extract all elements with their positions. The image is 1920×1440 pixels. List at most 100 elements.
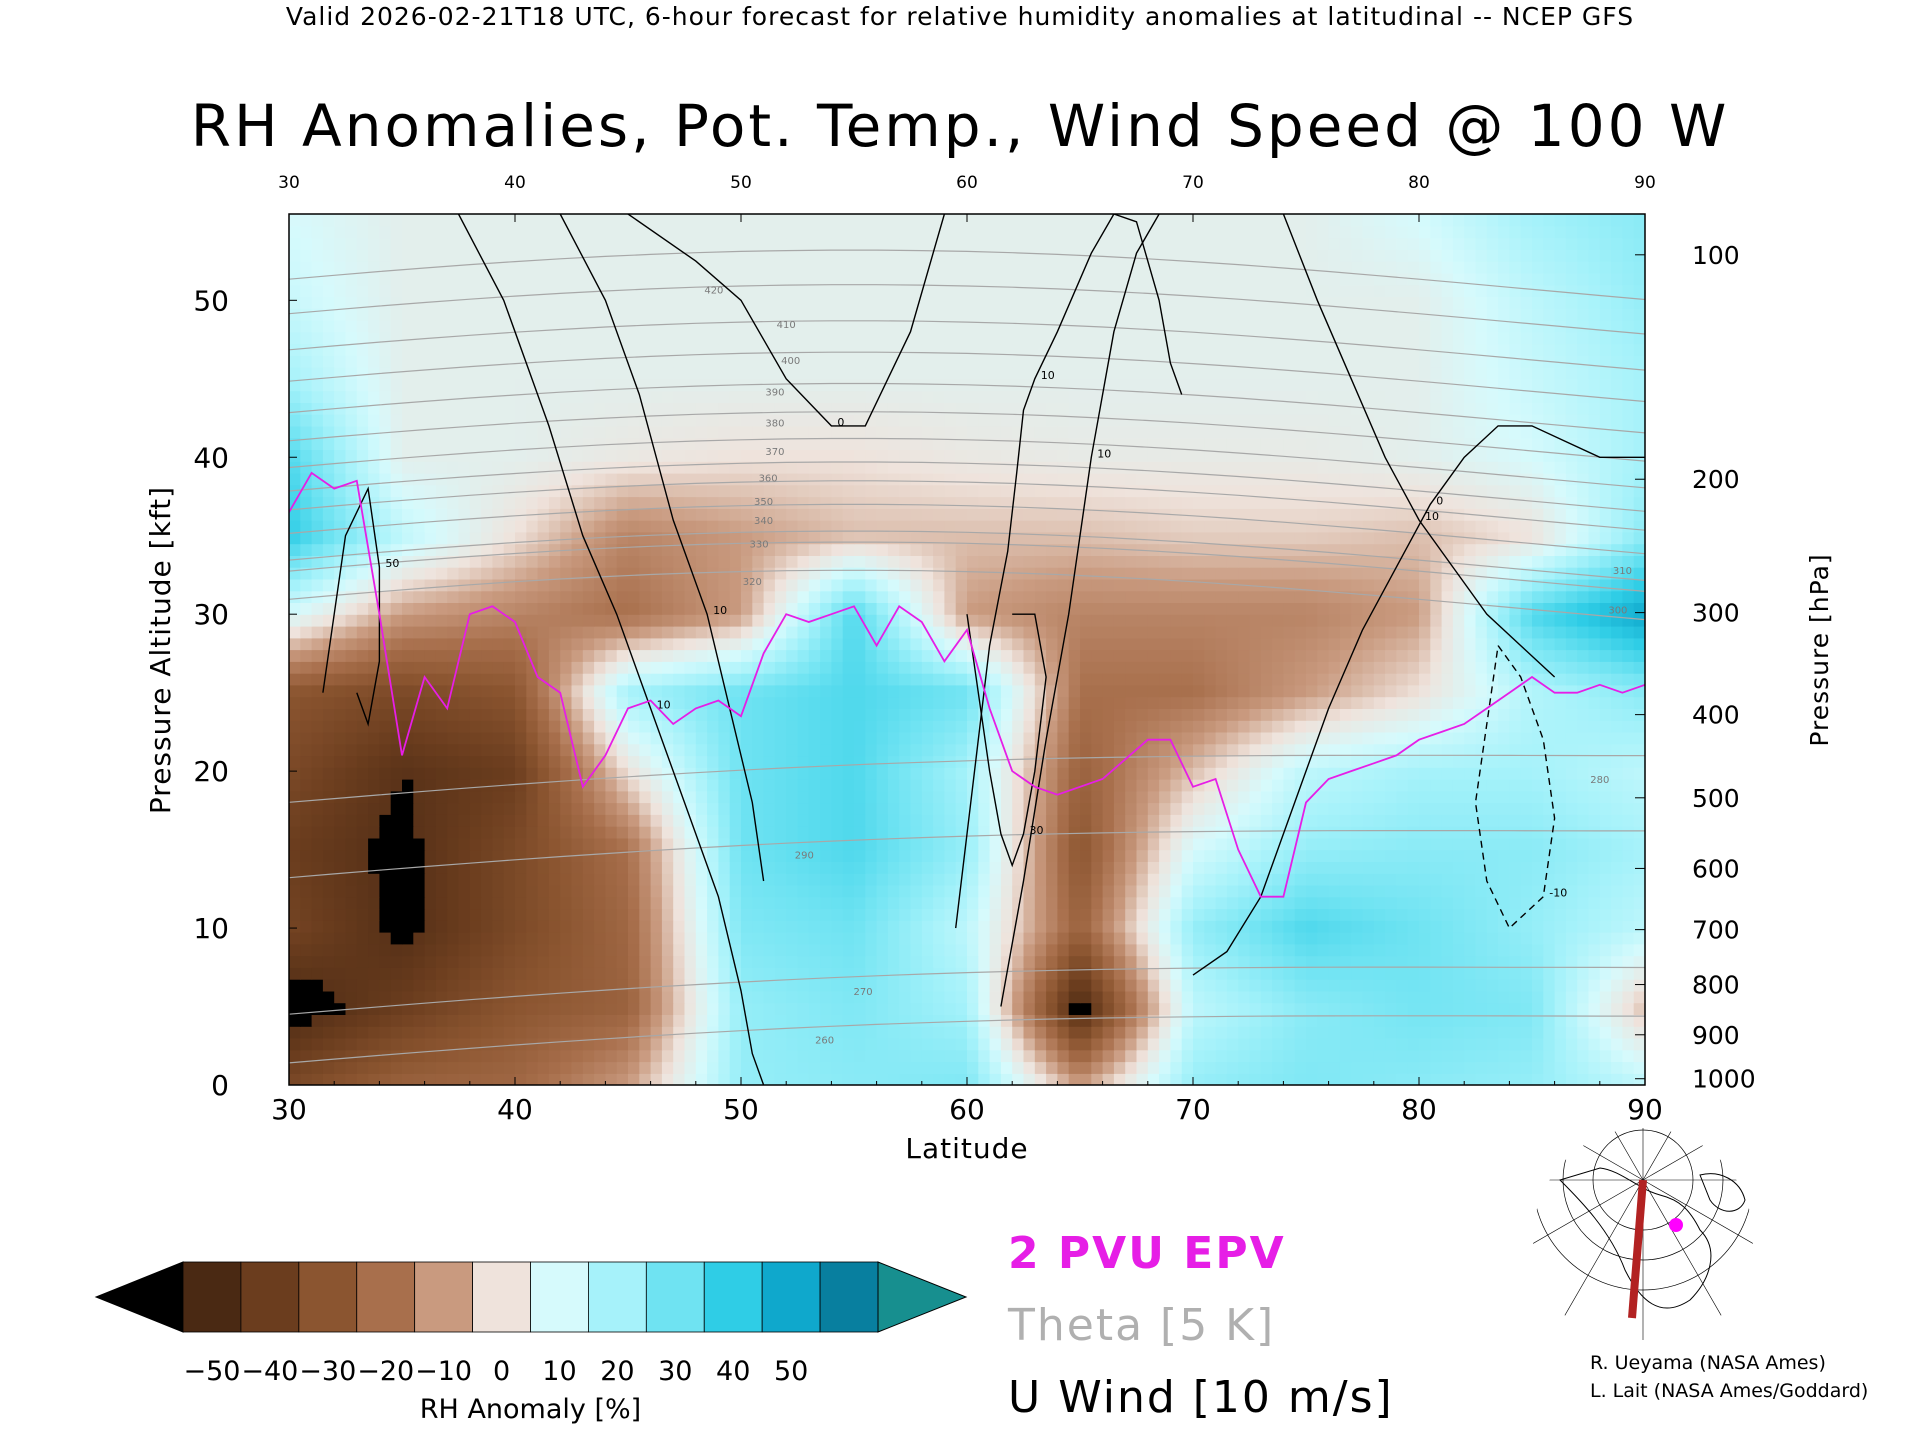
rh-cell — [1080, 614, 1092, 627]
rh-cell — [1057, 837, 1070, 851]
rh-cell — [1193, 626, 1205, 639]
rh-cell — [955, 884, 968, 898]
rh-cell — [899, 873, 912, 886]
rh-cell — [537, 684, 550, 698]
rh-cell — [1091, 1061, 1104, 1074]
rh-cell — [1012, 1049, 1025, 1063]
rh-cell — [1080, 826, 1092, 839]
rh-cell — [1136, 873, 1149, 886]
rh-cell — [1430, 967, 1443, 980]
rh-cell — [684, 837, 697, 851]
rh-cell — [650, 814, 663, 827]
rh-cell — [447, 779, 460, 792]
rh-cell — [639, 614, 652, 627]
rh-cell — [413, 990, 426, 1004]
rh-cell — [774, 1061, 787, 1074]
rh-cell — [515, 614, 527, 627]
rh-cell — [1057, 826, 1070, 839]
rh-cell — [1464, 837, 1477, 851]
rh-cell — [786, 943, 799, 957]
rh-cell — [582, 720, 595, 733]
rh-cell — [786, 661, 799, 674]
rh-cell — [1317, 849, 1330, 862]
rh-cell — [1328, 908, 1341, 921]
rh-cell — [944, 767, 957, 780]
rh-cell — [1599, 708, 1612, 721]
rh-cell — [1080, 896, 1092, 910]
rh-cell — [1554, 755, 1567, 768]
rh-cell — [876, 661, 889, 674]
rh-cell — [300, 626, 313, 639]
rh-cell — [1532, 602, 1544, 615]
rh-cell — [808, 884, 821, 898]
rh-cell — [661, 1061, 674, 1074]
rh-cell — [390, 661, 403, 674]
rh-cell — [1057, 802, 1070, 815]
rh-cell — [537, 755, 550, 768]
rh-cell — [424, 790, 437, 804]
rh-cell — [1554, 649, 1567, 662]
rh-cell — [808, 1014, 821, 1027]
header-line: Valid 2026-02-21T18 UTC, 6-hour forecast… — [285, 2, 1635, 31]
rh-cell — [1057, 955, 1070, 968]
rh-cell — [368, 979, 380, 992]
rh-cell — [1000, 790, 1013, 804]
rh-cell — [300, 990, 313, 1004]
rh-cell — [1091, 637, 1104, 651]
rh-cell — [831, 1026, 844, 1039]
rh-cell — [684, 626, 697, 639]
rh-cell — [1204, 861, 1217, 874]
rh-cell — [1498, 720, 1510, 733]
rh-cell — [1272, 673, 1284, 686]
rh-cell — [831, 884, 844, 898]
rh-cell — [345, 920, 358, 933]
rh-cell — [616, 943, 629, 957]
rh-cell — [1023, 814, 1036, 827]
rh-cell — [469, 614, 482, 627]
rh-cell — [594, 743, 606, 757]
rh-cell — [1057, 1037, 1070, 1051]
rh-cell — [752, 1037, 765, 1051]
rh-cell — [899, 1049, 912, 1063]
rh-cell — [289, 708, 301, 721]
rh-cell — [1577, 1049, 1590, 1063]
rh-cell — [1226, 626, 1239, 639]
rh-cell — [300, 920, 313, 933]
rh-cell — [1080, 802, 1092, 815]
rh-cell — [978, 661, 991, 674]
rh-cell — [1622, 1014, 1635, 1027]
rh-cell — [820, 814, 832, 827]
rh-cell — [695, 720, 708, 733]
rh-cell — [718, 896, 731, 910]
rh-cell — [1283, 1002, 1296, 1015]
rh-cell — [1260, 602, 1273, 615]
rh-cell — [1543, 637, 1556, 651]
rh-cell — [311, 743, 324, 757]
rh-cell — [503, 637, 516, 651]
rh-cell — [1204, 1061, 1217, 1074]
rh-cell — [774, 684, 787, 698]
rh-cell — [334, 602, 347, 615]
rh-cell — [1080, 955, 1092, 968]
rh-cell — [334, 673, 347, 686]
rh-cell — [413, 637, 426, 651]
rh-cell — [1046, 837, 1058, 851]
rh-cell — [707, 837, 719, 851]
rh-cell — [492, 696, 505, 709]
rh-cell — [955, 779, 968, 792]
rh-cell — [1430, 908, 1443, 921]
rh-cell — [424, 649, 437, 662]
rh-cell — [1419, 1061, 1431, 1074]
rh-cell — [1306, 731, 1318, 745]
rh-cell — [899, 767, 912, 780]
rh-cell — [322, 767, 335, 780]
rh-cell — [1565, 908, 1578, 921]
rh-cell — [899, 955, 912, 968]
rh-cell — [1181, 990, 1194, 1004]
rh-cell — [481, 720, 493, 733]
rh-cell — [910, 849, 923, 862]
rh-cell — [729, 1049, 742, 1063]
rh-cell — [1226, 661, 1239, 674]
rh-cell — [571, 590, 584, 603]
rh-cell — [526, 814, 539, 827]
